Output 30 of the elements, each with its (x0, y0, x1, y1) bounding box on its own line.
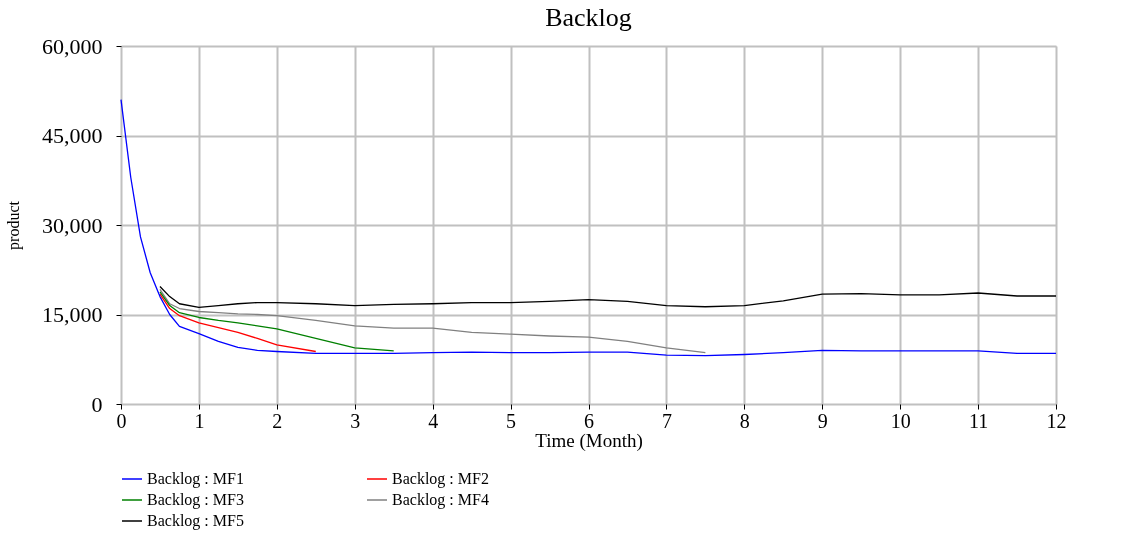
legend-label: Backlog : MF5 (147, 512, 244, 530)
x-tick-label: 4 (428, 409, 439, 432)
line-series (159, 293, 317, 353)
y-tick-label: 60,000 (42, 33, 103, 59)
x-tick-label: 12 (1046, 409, 1067, 432)
y-tick-label: 15,000 (42, 302, 103, 327)
y-axis-title: product (5, 200, 23, 250)
legend-label: Backlog : MF4 (392, 491, 489, 509)
legend-label: Backlog : MF1 (147, 470, 244, 488)
line-series (120, 99, 1057, 357)
x-tick-label: 6 (584, 409, 594, 432)
line-series (159, 288, 707, 354)
x-tick-label: 11 (968, 409, 989, 432)
x-tick-label: 7 (661, 409, 672, 432)
chart-title: Backlog (545, 3, 632, 32)
x-axis-title: Time (Month) (535, 429, 643, 452)
x-tick-label: 9 (817, 409, 828, 432)
x-tick-label: 0 (116, 409, 127, 432)
x-tick-label: 3 (350, 409, 361, 432)
x-tick-label: 5 (506, 409, 517, 432)
line-series (159, 285, 1057, 308)
line-series (159, 291, 395, 352)
x-tick-label: 1 (194, 409, 205, 432)
legend-label: Backlog : MF2 (392, 470, 489, 488)
legend-label: Backlog : MF3 (147, 491, 244, 509)
x-tick-label: 10 (890, 409, 911, 432)
x-tick-label: 8 (739, 409, 750, 432)
y-tick-label: 45,000 (42, 123, 103, 148)
y-tick-label: 30,000 (42, 212, 103, 238)
x-tick-label: 2 (272, 409, 283, 432)
